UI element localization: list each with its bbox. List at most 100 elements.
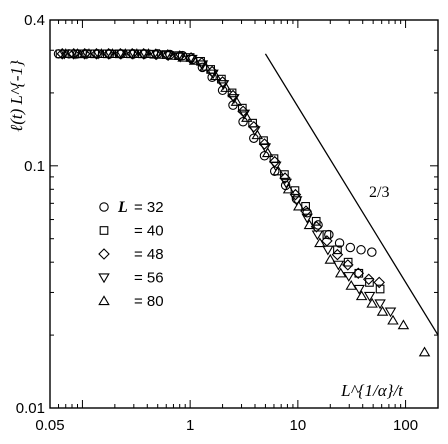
data-point-triangle-up	[188, 54, 201, 65]
legend-marker-triangle-down	[98, 273, 110, 284]
data-point-triangle-up	[131, 48, 143, 58]
data-point-triangle-up	[209, 70, 222, 81]
data-point-triangle-up	[106, 48, 119, 58]
data-point-triangle-down	[374, 299, 386, 310]
data-point-square	[259, 136, 268, 146]
data-point-diamond	[342, 259, 354, 271]
data-point-triangle-up	[345, 279, 357, 290]
data-point-triangle-up	[251, 129, 264, 140]
data-point-triangle-down	[290, 196, 303, 207]
data-point-diamond	[258, 138, 271, 150]
legend-label: = 40	[134, 223, 164, 240]
y-tick-label: 0.4	[24, 12, 45, 29]
data-point-diamond	[67, 48, 80, 60]
data-point-triangle-up	[366, 297, 378, 308]
data-point-triangle-up	[293, 200, 305, 211]
legend-label: = 80	[134, 293, 164, 310]
data-point-square	[333, 245, 342, 255]
data-point-triangle-down	[115, 49, 128, 60]
data-point-triangle-down	[70, 49, 82, 60]
data-point-triangle-down	[104, 49, 116, 60]
data-point-diamond	[78, 48, 91, 60]
data-point-triangle-up	[83, 48, 95, 58]
data-point-triangle-down	[301, 213, 313, 224]
data-point-triangle-up	[272, 165, 284, 176]
data-point-diamond	[268, 155, 281, 168]
y-tick-label: 0.1	[24, 158, 45, 175]
data-point-triangle-down	[92, 49, 104, 60]
data-point-triangle-down	[228, 94, 240, 104]
data-point-triangle-up	[220, 82, 232, 92]
ticks: 0.05 1 10 100 0.01 0.1 0.4	[16, 12, 439, 434]
series-triangle-down	[58, 49, 397, 318]
data-marks	[53, 48, 431, 357]
data-point-triangle-up	[355, 290, 368, 301]
data-point-triangle-up	[119, 48, 132, 58]
data-point-circle	[217, 85, 228, 96]
data-point-triangle-up	[165, 49, 178, 60]
data-point-triangle-up	[397, 319, 410, 330]
data-point-triangle-up	[230, 95, 243, 106]
data-point-square	[311, 216, 321, 226]
data-point-triangle-down	[174, 52, 187, 63]
slope-reference-line	[264, 53, 439, 336]
data-point-square	[290, 186, 300, 195]
data-point-triangle-down	[238, 109, 251, 120]
legend-marker-square	[99, 226, 109, 235]
data-point-triangle-up	[71, 48, 84, 58]
data-point-square	[375, 284, 385, 294]
data-point-diamond	[248, 120, 260, 133]
data-point-circle	[334, 238, 345, 248]
x-axis-label: L^{1/α}/t	[340, 381, 404, 400]
data-point-circle	[356, 245, 366, 255]
series-circle	[53, 49, 377, 257]
data-point-circle	[367, 247, 377, 257]
y-tick-label: 0.01	[16, 400, 45, 417]
x-tick-label: 100	[393, 417, 418, 434]
legend: L = 32 = 40 = 48 = 56 = 80	[98, 199, 164, 310]
data-point-triangle-down	[311, 230, 324, 241]
data-point-triangle-down	[332, 260, 345, 271]
slope-annotation: 2/3	[369, 184, 389, 201]
x-tick-label: 0.05	[35, 417, 64, 434]
data-point-triangle-down	[322, 245, 334, 256]
series-triangle-up	[59, 48, 431, 357]
data-point-triangle-down	[217, 80, 230, 91]
data-point-circle	[345, 242, 356, 253]
data-point-diamond	[56, 48, 69, 60]
data-point-triangle-up	[142, 48, 155, 58]
data-point-triangle-up	[282, 183, 295, 194]
data-point-triangle-up	[376, 305, 389, 316]
data-point-triangle-down	[58, 49, 71, 60]
legend-label: = 32	[134, 199, 164, 216]
data-point-square	[237, 103, 247, 113]
data-point-triangle-up	[241, 112, 253, 122]
data-point-triangle-up	[95, 48, 108, 58]
data-point-triangle-down	[139, 49, 151, 60]
data-point-triangle-up	[303, 219, 316, 230]
data-point-triangle-up	[334, 267, 347, 278]
data-point-diamond	[102, 48, 115, 60]
data-point-diamond	[310, 221, 323, 233]
data-point-diamond	[362, 273, 375, 286]
data-point-triangle-down	[207, 69, 219, 80]
data-point-diamond	[279, 172, 291, 184]
legend-label: = 48	[134, 246, 164, 263]
legend-marker-circle	[99, 202, 109, 212]
data-point-triangle-up	[314, 237, 326, 248]
data-point-square	[343, 257, 353, 267]
data-point-triangle-down	[151, 50, 163, 61]
x-tick-label: 1	[186, 417, 194, 434]
legend-marker-triangle-up	[98, 295, 110, 306]
data-point-square	[322, 230, 332, 239]
data-point-triangle-down	[196, 60, 209, 71]
data-point-triangle-down	[162, 51, 175, 61]
data-point-triangle-down	[363, 291, 376, 302]
data-point-triangle-up	[324, 253, 337, 264]
legend-label: = 56	[134, 270, 164, 287]
data-point-triangle-down	[384, 307, 397, 318]
data-point-square	[365, 278, 374, 287]
data-point-triangle-up	[177, 51, 189, 62]
data-point-diamond	[373, 276, 385, 289]
